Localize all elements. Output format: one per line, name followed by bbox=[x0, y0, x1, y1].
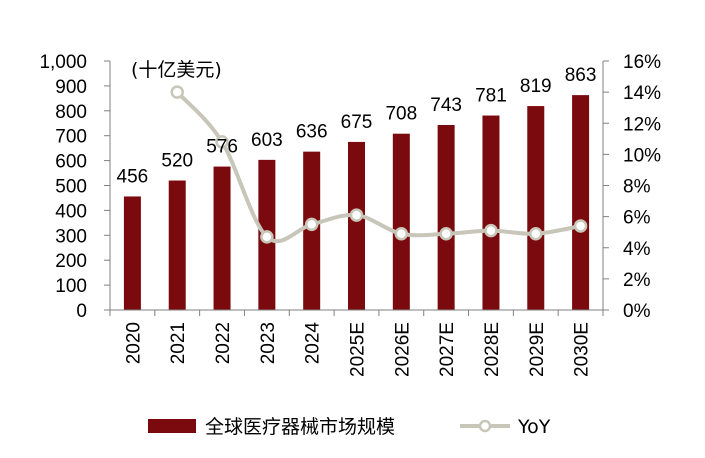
x-tick-label: 2028E bbox=[482, 322, 503, 377]
left-axis-ticks: 0 100 200 300 400 500 600 700 800 900 1,000 bbox=[39, 52, 110, 322]
bar-data-label: 675 bbox=[341, 112, 373, 133]
x-axis-labels: 2020 2021 2022 2023 2024 2025E 2026E 2027E 2028E… bbox=[123, 322, 592, 377]
yoy-point bbox=[170, 85, 184, 99]
x-tick-label: 2020 bbox=[123, 322, 144, 364]
x-tick-label: 2027E bbox=[437, 322, 458, 377]
legend-line-label: YoY bbox=[517, 416, 551, 438]
bar-data-label: 708 bbox=[385, 104, 417, 125]
yoy-line-series bbox=[170, 85, 588, 244]
bar bbox=[572, 95, 590, 310]
yoy-point bbox=[304, 217, 319, 232]
bar bbox=[168, 180, 186, 310]
bar-data-label: 603 bbox=[251, 130, 283, 151]
left-tick-label: 100 bbox=[55, 276, 87, 297]
axes bbox=[109, 61, 604, 316]
bar-data-label: 863 bbox=[565, 65, 597, 86]
left-tick-label: 900 bbox=[55, 77, 87, 98]
legend: 全球医疗器械市场规模 YoY bbox=[148, 416, 551, 438]
left-tick-label: 600 bbox=[55, 152, 87, 173]
left-tick-label: 800 bbox=[55, 102, 87, 123]
right-tick-label: 16% bbox=[623, 52, 661, 73]
x-tick-label: 2021 bbox=[168, 322, 189, 364]
left-tick-label: 500 bbox=[55, 177, 87, 198]
yoy-line bbox=[175, 90, 581, 244]
bar bbox=[437, 124, 455, 310]
legend-bar-label: 全球医疗器械市场规模 bbox=[205, 416, 395, 438]
bar bbox=[213, 166, 231, 310]
yoy-point bbox=[484, 223, 498, 238]
bar-series bbox=[123, 95, 590, 310]
legend-line-marker bbox=[478, 419, 492, 433]
x-tick-label: 2023 bbox=[258, 322, 279, 364]
x-tick-label: 2024 bbox=[303, 322, 324, 365]
x-tick-label: 2026E bbox=[392, 322, 413, 377]
left-tick-label: 1,000 bbox=[39, 52, 87, 73]
x-tick-label: 2022 bbox=[213, 322, 234, 364]
x-tick-label: 2029E bbox=[527, 322, 548, 377]
bar bbox=[123, 196, 141, 310]
yoy-point bbox=[260, 230, 274, 244]
right-tick-label: 6% bbox=[623, 208, 651, 229]
yoy-point bbox=[439, 226, 453, 241]
right-tick-label: 8% bbox=[623, 177, 651, 198]
left-tick-label: 300 bbox=[55, 226, 87, 247]
bar-data-label: 743 bbox=[430, 95, 462, 116]
left-tick-label: 700 bbox=[55, 127, 87, 148]
bar-data-label: 819 bbox=[520, 76, 552, 97]
bar-data-label: 456 bbox=[117, 166, 149, 187]
right-tick-label: 12% bbox=[623, 114, 661, 135]
bar-data-label: 636 bbox=[296, 122, 328, 143]
right-axis-ticks: 0% 2% 4% 6% 8% 10% 12% 14% 16% bbox=[603, 52, 661, 322]
unit-label: (十亿美元) bbox=[131, 59, 222, 81]
yoy-point bbox=[394, 226, 409, 241]
yoy-point bbox=[349, 208, 364, 222]
yoy-point bbox=[215, 135, 229, 149]
left-tick-label: 0 bbox=[76, 301, 87, 322]
yoy-point bbox=[529, 226, 543, 241]
right-tick-label: 2% bbox=[623, 270, 651, 291]
right-tick-label: 14% bbox=[623, 83, 661, 104]
bar bbox=[392, 133, 410, 310]
left-tick-label: 200 bbox=[55, 251, 87, 272]
bar bbox=[348, 141, 365, 310]
bar-data-label: 781 bbox=[475, 86, 507, 107]
bar bbox=[527, 106, 545, 310]
left-tick-label: 400 bbox=[55, 201, 87, 222]
right-tick-label: 0% bbox=[623, 301, 651, 322]
bar-data-labels: 456 520 576 603 636 675 708 743 781 819 863 bbox=[117, 65, 597, 187]
bar bbox=[482, 115, 500, 310]
bar-data-label: 520 bbox=[161, 151, 193, 172]
right-tick-label: 10% bbox=[623, 145, 661, 166]
right-tick-label: 4% bbox=[623, 239, 651, 260]
yoy-point bbox=[573, 219, 588, 233]
x-tick-label: 2030E bbox=[572, 322, 593, 377]
legend-bar-swatch bbox=[148, 419, 196, 433]
bar-data-label: 576 bbox=[206, 137, 238, 158]
x-tick-label: 2025E bbox=[348, 322, 369, 377]
